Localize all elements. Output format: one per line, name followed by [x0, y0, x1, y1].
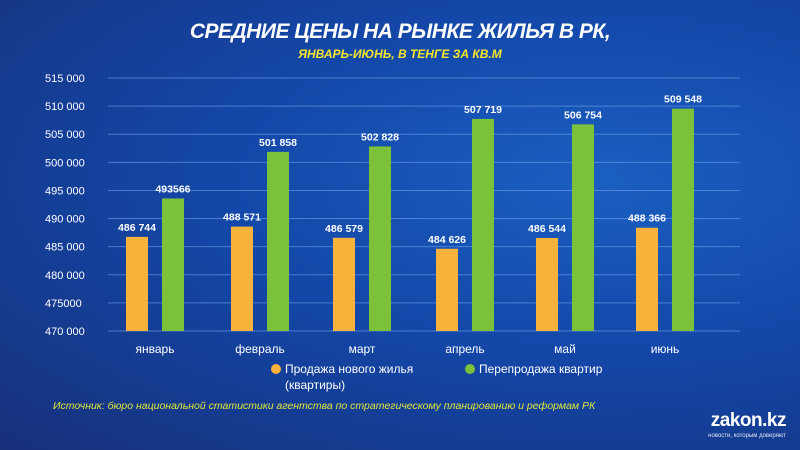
x-tick-label: апрель [445, 342, 484, 356]
bar-new [536, 237, 558, 331]
logo-tagline: новости, которым доверяют [708, 433, 786, 439]
bar-resale [162, 198, 184, 331]
legend-item-resale: Перепродажа квартир [465, 361, 603, 377]
y-tick-label: 480 000 [45, 270, 85, 282]
chart-title: СРЕДНИЕ ЦЕНЫ НА РЫНКЕ ЖИЛЬЯ В РК, [189, 20, 611, 43]
bar-resale [672, 108, 694, 331]
bar-new [436, 248, 458, 331]
bar-new [636, 227, 658, 331]
chart-subtitle: ЯНВАРЬ-ИЮНЬ, В ТЕНГЕ ЗА КВ.М [298, 47, 502, 61]
bar-new [333, 237, 355, 331]
bar-resale [572, 124, 594, 332]
y-tick-label: 505 000 [45, 129, 85, 141]
data-label: 493566 [155, 184, 190, 196]
y-tick-label: 470 000 [45, 326, 85, 338]
data-label: 484 626 [428, 234, 466, 246]
x-tick-label: январь [136, 342, 175, 356]
data-label: 486 744 [118, 222, 156, 234]
legend-dot-orange [271, 364, 281, 374]
legend-item-new: Продажа нового жилья (квартиры) [271, 361, 414, 393]
x-tick-label: февраль [235, 342, 285, 356]
data-label: 501 858 [259, 137, 297, 149]
x-tick-label: май [554, 342, 576, 356]
bar-new [231, 226, 253, 331]
data-label: 502 828 [361, 131, 399, 143]
logo[interactable]: zakon.kz новости, которым доверяют [708, 410, 786, 440]
legend-label: (квартиры) [285, 378, 346, 392]
data-label: 488 366 [628, 213, 666, 225]
y-tick-label: 475000 [45, 298, 82, 310]
source-note: Источник: бюро национальной статистики а… [53, 400, 596, 412]
x-tick-label: июнь [651, 342, 680, 356]
y-tick-label: 500 000 [45, 157, 85, 169]
data-label: 486 544 [528, 223, 566, 235]
y-tick-label: 510 000 [45, 101, 85, 113]
logo-text: zakon.kz [710, 410, 787, 431]
bar-new [126, 236, 148, 331]
bar-resale [472, 118, 494, 332]
data-label: 506 754 [564, 109, 602, 121]
bar-resale [267, 151, 289, 331]
data-label: 488 571 [223, 212, 261, 224]
bar-resale [369, 146, 391, 331]
legend-label: Перепродажа квартир [479, 362, 603, 376]
data-label: 486 579 [325, 223, 363, 235]
x-tick-label: март [349, 342, 376, 356]
y-tick-label: 490 000 [45, 214, 85, 226]
legend-dot-green [465, 364, 475, 374]
y-tick-label: 495 000 [45, 185, 85, 197]
data-label: 509 548 [664, 94, 702, 106]
y-tick-label: 485 000 [45, 242, 85, 254]
y-tick-label: 515 000 [45, 73, 85, 85]
data-label: 507 719 [464, 104, 502, 116]
legend-label: Продажа нового жилья [285, 362, 414, 376]
